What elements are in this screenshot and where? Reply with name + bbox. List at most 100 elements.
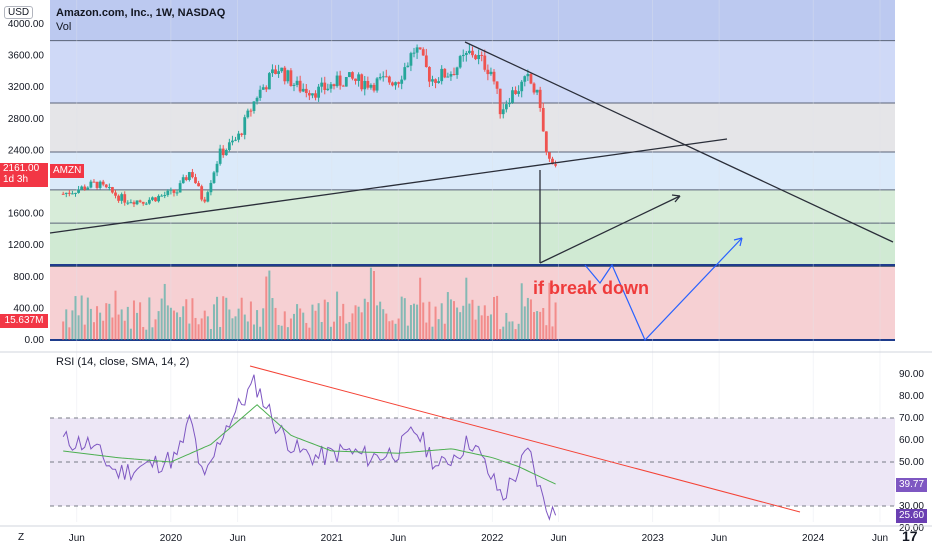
candle-body — [218, 148, 222, 164]
candle-body — [511, 90, 514, 103]
candle-body — [520, 81, 524, 92]
volume-bar — [148, 297, 151, 340]
volume-bar — [200, 318, 203, 340]
volume-bar — [413, 303, 416, 340]
zoom-button[interactable]: Z — [18, 532, 25, 543]
volume-bar — [259, 326, 262, 340]
candle-body — [83, 186, 87, 190]
candle-body — [71, 193, 74, 195]
volume-bar — [548, 282, 551, 340]
candle-body — [446, 76, 450, 78]
volume-bar — [151, 327, 154, 340]
price-tick-label: 800.00 — [13, 272, 44, 283]
rsi-header: RSI (14, close, SMA, 14, 2) — [56, 356, 190, 368]
volume-bar — [542, 308, 545, 340]
volume-bar — [203, 310, 206, 340]
volume-bar — [416, 304, 419, 340]
volume-bar — [283, 311, 286, 340]
candle-body — [366, 80, 370, 88]
candle-body — [243, 117, 247, 135]
volume-bar — [520, 283, 523, 340]
volume-bar — [468, 303, 471, 340]
price-tick-label: 1200.00 — [8, 240, 45, 251]
rsi-tick-label: 70.00 — [899, 413, 924, 424]
fib-zone — [50, 189, 895, 224]
candle-body — [538, 89, 542, 108]
volume-bar — [465, 277, 468, 340]
rsi-sma-line — [63, 404, 556, 485]
candle-body — [295, 80, 299, 85]
rsi-line — [62, 374, 557, 521]
trend-line-resistance — [464, 41, 894, 243]
candle-body — [532, 83, 536, 93]
volume-label: Vol — [56, 21, 72, 33]
volume-bar — [502, 326, 505, 340]
volume-bar — [212, 304, 215, 340]
volume-bars — [62, 267, 557, 340]
candle-body — [495, 81, 499, 89]
volume-bar — [234, 316, 237, 340]
volume-bar — [237, 308, 240, 340]
candle-body — [397, 82, 401, 84]
volume-bar — [114, 290, 117, 340]
candle-body — [169, 189, 173, 191]
candle-body — [147, 199, 151, 204]
candle-body — [181, 177, 185, 184]
candle-body — [332, 84, 336, 87]
volume-bar — [89, 308, 92, 340]
candle-body — [483, 55, 487, 70]
candle-body — [329, 84, 333, 89]
volume-bar — [508, 321, 511, 340]
candle-body — [452, 74, 456, 76]
volume-bar — [480, 315, 483, 340]
candle-body — [486, 69, 490, 75]
tradingview-logo[interactable]: 17 — [902, 528, 918, 544]
volume-bar — [311, 304, 314, 340]
volume-bar — [453, 301, 456, 340]
candle-body — [501, 109, 505, 115]
candle-body — [283, 67, 287, 82]
volume-bar — [188, 323, 191, 340]
price-tick-label: 2800.00 — [8, 114, 45, 125]
volume-bar — [80, 295, 83, 340]
candle-body — [240, 133, 244, 135]
volume-bar — [197, 324, 200, 340]
price-tick-label: 0.00 — [25, 335, 45, 346]
candle-body — [480, 54, 484, 56]
volume-bar — [262, 308, 265, 340]
candle-body — [492, 71, 496, 82]
volume-bar — [486, 315, 489, 340]
candle-body — [141, 201, 145, 204]
candle-body — [375, 78, 379, 91]
volume-bar — [292, 313, 295, 340]
volume-bar — [296, 304, 299, 340]
volume-bar — [329, 326, 332, 340]
candle-body — [197, 183, 200, 187]
candle-body — [307, 93, 311, 96]
time-tick-label: Jun — [69, 533, 85, 544]
volume-bar — [157, 311, 160, 340]
candle-body — [338, 75, 342, 86]
volume-bar — [132, 300, 135, 340]
candle-body — [347, 72, 351, 78]
volume-bar — [369, 267, 372, 340]
rsi-tick-label: 50.00 — [899, 457, 924, 468]
candle-body — [544, 131, 548, 153]
volume-bar — [243, 314, 246, 340]
volume-bar — [246, 321, 249, 340]
volume-bar — [240, 297, 243, 340]
volume-bar — [102, 320, 105, 340]
volume-bar — [280, 325, 283, 340]
rsi-tick-label: 30.00 — [899, 501, 924, 512]
currency-button[interactable]: USD — [4, 6, 34, 19]
rsi-trend-line — [249, 365, 801, 513]
rsi-pane — [0, 351, 932, 521]
candle-body — [455, 67, 459, 75]
candle-body — [175, 192, 179, 194]
volume-bar — [139, 302, 142, 340]
candle-body — [151, 197, 154, 200]
candle-body — [424, 55, 428, 67]
volume-bar — [496, 295, 499, 340]
candle-body — [157, 195, 160, 202]
candle-body — [489, 71, 493, 75]
